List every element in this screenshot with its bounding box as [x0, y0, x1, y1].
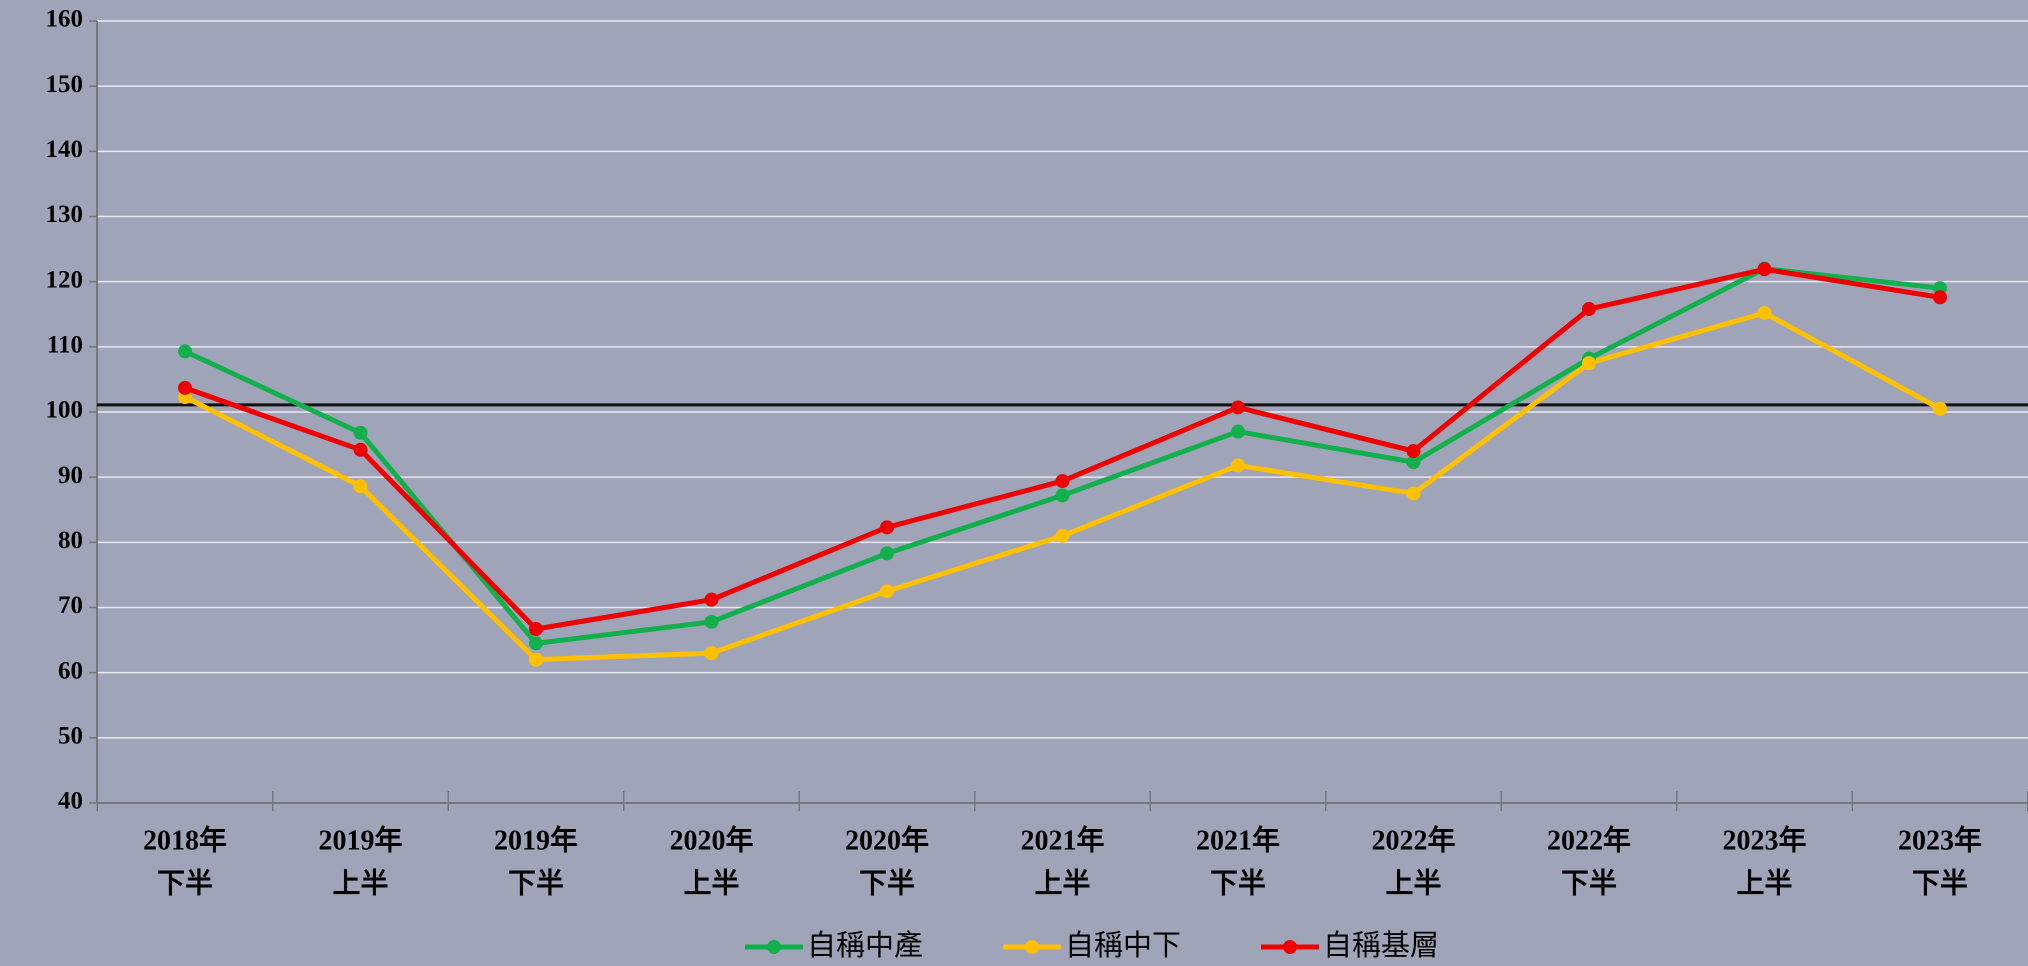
legend-marker [1283, 940, 1297, 954]
x-tick-label: 下半 [1210, 867, 1266, 899]
data-point [1933, 401, 1947, 416]
y-tick-label: 150 [46, 71, 84, 98]
x-tick-label: 上半 [332, 867, 388, 899]
data-point [353, 442, 368, 457]
data-point [178, 344, 192, 359]
x-tick-label: 下半 [508, 867, 564, 899]
y-tick-label: 110 [47, 332, 83, 359]
x-tick-label: 2023年 [1722, 823, 1806, 856]
data-point [1406, 455, 1421, 470]
data-point [1055, 528, 1070, 543]
data-point [880, 546, 894, 561]
data-point [880, 520, 894, 535]
x-tick-label: 上半 [1736, 867, 1792, 899]
data-point [529, 652, 543, 667]
legend-label: 自稱中下 [1065, 928, 1181, 962]
data-point [529, 636, 543, 651]
y-tick-label: 130 [46, 201, 84, 228]
x-tick-label: 2019年 [318, 823, 402, 856]
x-tick-label: 上半 [1034, 867, 1090, 899]
x-tick-label: 2022年 [1547, 823, 1631, 856]
y-tick-label: 60 [58, 657, 83, 684]
data-point [1055, 488, 1070, 503]
data-point [704, 592, 719, 607]
data-point [1231, 400, 1245, 415]
data-point [880, 584, 894, 599]
x-tick-label: 下半 [859, 867, 915, 899]
y-tick-label: 80 [58, 527, 83, 554]
data-point [1231, 424, 1245, 439]
x-tick-label: 上半 [683, 867, 739, 899]
x-tick-label: 2019年 [494, 823, 578, 856]
legend-marker [1025, 940, 1039, 954]
data-point [704, 614, 719, 629]
y-tick-label: 160 [46, 6, 84, 33]
data-point [529, 622, 543, 637]
x-tick-label: 2022年 [1371, 823, 1455, 856]
data-point [1933, 290, 1947, 305]
legend-label: 自稱中產 [807, 928, 923, 962]
x-tick-label: 2018年 [143, 823, 227, 856]
y-tick-label: 140 [46, 136, 84, 163]
x-tick-label: 2021年 [1196, 823, 1280, 856]
x-tick-label: 下半 [1912, 867, 1968, 899]
data-point [178, 380, 192, 395]
y-tick-label: 100 [46, 397, 84, 424]
y-tick-label: 70 [58, 592, 83, 619]
data-point [1757, 305, 1772, 320]
x-tick-label: 下半 [157, 867, 213, 899]
data-point [353, 425, 368, 440]
y-tick-label: 120 [46, 266, 84, 293]
x-tick-label: 2023年 [1898, 823, 1982, 856]
data-point [1231, 458, 1245, 473]
x-tick-label: 2021年 [1020, 823, 1104, 856]
x-tick-label: 2020年 [845, 823, 929, 856]
data-point [1055, 474, 1070, 489]
data-point [704, 646, 719, 661]
legend-label: 自稱基層 [1323, 928, 1439, 962]
x-tick-label: 下半 [1561, 867, 1617, 899]
data-point [1406, 486, 1421, 501]
y-tick-label: 50 [58, 723, 83, 750]
x-tick-label: 上半 [1385, 867, 1441, 899]
data-point [1757, 262, 1772, 277]
y-tick-label: 40 [58, 788, 83, 815]
legend-marker [767, 940, 781, 954]
data-point [353, 479, 368, 494]
data-point [1406, 444, 1421, 459]
y-tick-label: 90 [58, 462, 83, 489]
x-tick-label: 2020年 [669, 823, 753, 856]
data-point [1582, 356, 1596, 371]
data-point [1582, 302, 1596, 317]
